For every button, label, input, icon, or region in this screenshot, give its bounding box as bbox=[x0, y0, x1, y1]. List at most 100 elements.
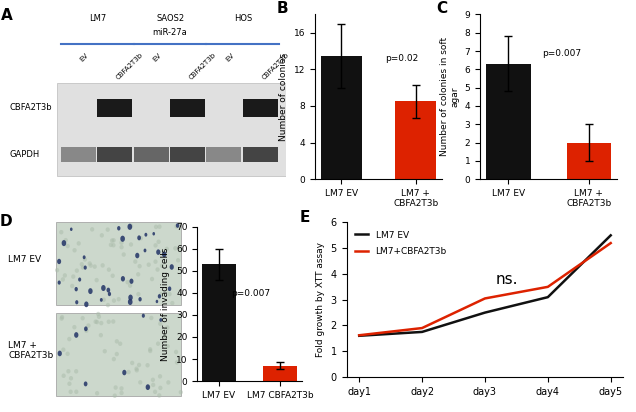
Bar bbox=[57, 83, 286, 176]
Ellipse shape bbox=[127, 224, 132, 230]
Circle shape bbox=[70, 284, 74, 288]
Circle shape bbox=[71, 274, 76, 279]
Circle shape bbox=[107, 319, 111, 324]
Circle shape bbox=[130, 360, 134, 365]
Bar bbox=[243, 147, 278, 162]
Text: p=0.007: p=0.007 bbox=[231, 289, 270, 298]
Circle shape bbox=[64, 238, 68, 242]
Circle shape bbox=[148, 349, 153, 353]
Circle shape bbox=[67, 337, 71, 341]
Text: ns.: ns. bbox=[496, 272, 518, 287]
Bar bbox=[170, 147, 205, 162]
Circle shape bbox=[114, 352, 119, 356]
Circle shape bbox=[66, 369, 71, 374]
Circle shape bbox=[158, 321, 162, 326]
Circle shape bbox=[113, 385, 118, 390]
Ellipse shape bbox=[88, 288, 93, 294]
Ellipse shape bbox=[160, 318, 162, 322]
Bar bbox=[263, 366, 297, 381]
Y-axis label: Number of invading cells: Number of invading cells bbox=[162, 247, 170, 360]
Circle shape bbox=[121, 252, 126, 257]
Circle shape bbox=[160, 264, 164, 268]
Ellipse shape bbox=[75, 300, 78, 304]
Text: SAOS2: SAOS2 bbox=[156, 14, 184, 23]
Circle shape bbox=[60, 316, 64, 321]
LM7 EV bbox=[481, 310, 489, 315]
Text: D: D bbox=[0, 214, 12, 229]
Circle shape bbox=[158, 386, 163, 390]
Circle shape bbox=[81, 316, 85, 321]
LM7 EV bbox=[356, 333, 363, 338]
Text: C: C bbox=[436, 1, 448, 16]
Circle shape bbox=[74, 268, 79, 273]
Circle shape bbox=[120, 245, 124, 249]
Circle shape bbox=[80, 262, 84, 267]
Ellipse shape bbox=[108, 292, 111, 296]
Circle shape bbox=[74, 389, 78, 394]
Circle shape bbox=[165, 325, 170, 330]
Ellipse shape bbox=[135, 253, 139, 258]
Circle shape bbox=[113, 393, 117, 398]
Ellipse shape bbox=[106, 288, 110, 293]
Circle shape bbox=[153, 390, 157, 394]
Circle shape bbox=[133, 259, 137, 264]
Circle shape bbox=[100, 233, 104, 238]
Circle shape bbox=[129, 224, 133, 228]
Bar bbox=[243, 99, 278, 117]
Text: A: A bbox=[1, 8, 13, 23]
Circle shape bbox=[165, 247, 169, 251]
Circle shape bbox=[95, 320, 99, 324]
Bar bbox=[61, 147, 96, 162]
Circle shape bbox=[111, 319, 115, 324]
Ellipse shape bbox=[84, 265, 86, 270]
Circle shape bbox=[111, 274, 115, 278]
Circle shape bbox=[139, 236, 143, 241]
Ellipse shape bbox=[144, 233, 148, 236]
Ellipse shape bbox=[128, 299, 132, 305]
Circle shape bbox=[146, 363, 149, 368]
Circle shape bbox=[66, 351, 70, 356]
LM7 EV bbox=[418, 330, 426, 335]
Circle shape bbox=[114, 339, 119, 344]
Circle shape bbox=[88, 263, 93, 268]
Circle shape bbox=[63, 273, 67, 278]
Circle shape bbox=[99, 333, 103, 337]
Ellipse shape bbox=[101, 285, 106, 291]
Circle shape bbox=[96, 312, 100, 316]
Circle shape bbox=[84, 328, 88, 333]
LM7+CBFA2T3b bbox=[356, 333, 363, 338]
Text: CBFA2T3b: CBFA2T3b bbox=[261, 52, 290, 81]
Circle shape bbox=[151, 377, 155, 382]
Circle shape bbox=[67, 382, 72, 386]
Circle shape bbox=[166, 380, 170, 385]
Circle shape bbox=[120, 391, 124, 395]
Ellipse shape bbox=[142, 314, 145, 318]
Circle shape bbox=[90, 227, 94, 232]
Ellipse shape bbox=[162, 251, 167, 258]
Circle shape bbox=[112, 298, 116, 303]
Circle shape bbox=[95, 278, 99, 283]
LM7+CBFA2T3b bbox=[481, 296, 489, 301]
Ellipse shape bbox=[121, 276, 125, 281]
Bar bbox=[202, 264, 236, 381]
Text: miR-27a: miR-27a bbox=[153, 28, 188, 37]
Circle shape bbox=[106, 303, 110, 307]
Text: EV: EV bbox=[79, 52, 90, 63]
Circle shape bbox=[153, 260, 158, 264]
Circle shape bbox=[81, 265, 85, 270]
Circle shape bbox=[66, 244, 70, 248]
Circle shape bbox=[176, 258, 180, 262]
Bar bbox=[567, 143, 611, 179]
Bar bbox=[321, 56, 362, 179]
Circle shape bbox=[155, 267, 160, 272]
Ellipse shape bbox=[176, 223, 179, 228]
LM7 EV bbox=[544, 295, 551, 300]
Circle shape bbox=[136, 272, 141, 276]
Circle shape bbox=[95, 391, 99, 396]
Circle shape bbox=[69, 376, 73, 381]
Circle shape bbox=[137, 264, 142, 269]
Circle shape bbox=[156, 239, 161, 244]
Circle shape bbox=[55, 268, 59, 272]
Text: E: E bbox=[300, 210, 310, 225]
Ellipse shape bbox=[57, 259, 61, 264]
